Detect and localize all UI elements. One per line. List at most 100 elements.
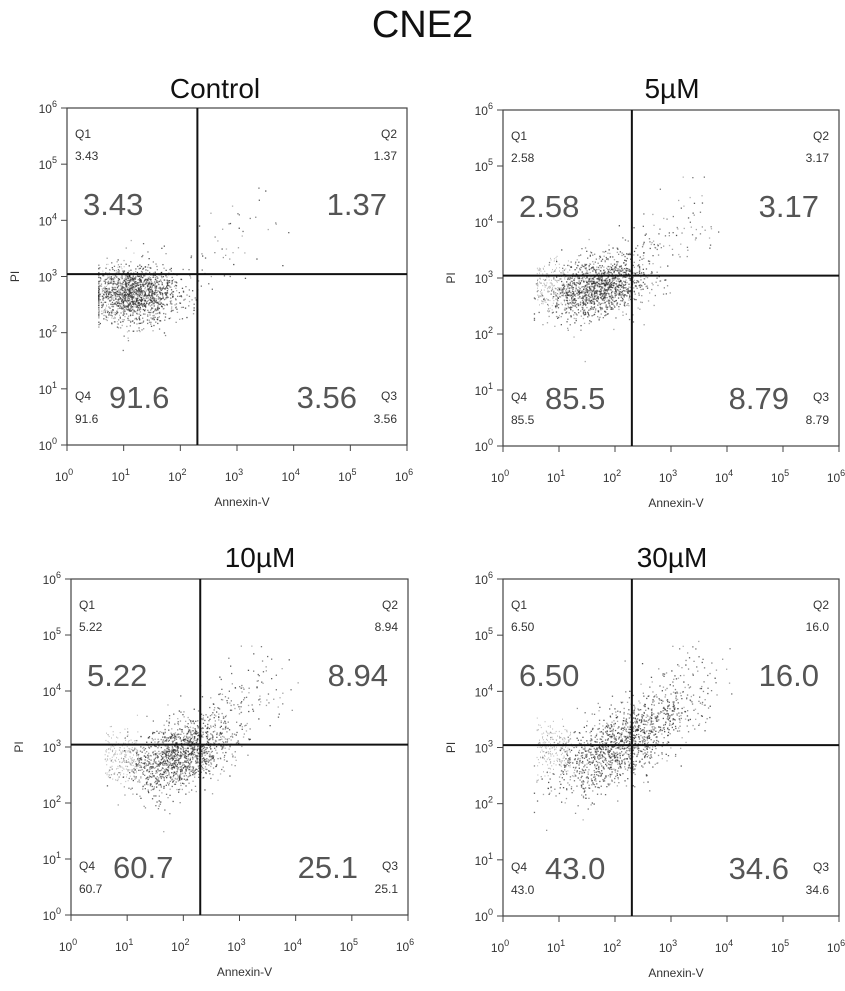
- scatter-point: [220, 739, 221, 740]
- scatter-point: [620, 304, 621, 305]
- scatter-point: [176, 282, 177, 283]
- q2-value-large: 1.37: [327, 187, 387, 222]
- scatter-point: [655, 295, 656, 296]
- scatter-point: [585, 268, 586, 269]
- scatter-point: [137, 297, 138, 298]
- scatter-point: [176, 760, 177, 761]
- scatter-point: [222, 248, 223, 249]
- scatter-point: [570, 309, 571, 310]
- scatter-point: [148, 289, 149, 290]
- scatter-point: [225, 696, 226, 697]
- scatter-point: [652, 255, 653, 256]
- scatter-point: [630, 271, 631, 272]
- scatter-point: [660, 280, 661, 281]
- scatter-point: [603, 317, 604, 318]
- scatter-point: [190, 731, 191, 732]
- scatter-point: [152, 786, 153, 787]
- scatter-point: [180, 695, 181, 696]
- scatter-point: [176, 322, 177, 323]
- scatter-point: [592, 266, 593, 267]
- scatter-point: [161, 792, 162, 793]
- scatter-point: [221, 689, 222, 690]
- scatter-point: [169, 759, 170, 760]
- scatter-point: [247, 755, 248, 756]
- scatter-point: [563, 284, 564, 285]
- scatter-point: [179, 764, 180, 765]
- scatter-point: [605, 261, 606, 262]
- scatter-point: [596, 267, 597, 268]
- scatter-point: [570, 294, 571, 295]
- scatter-point: [124, 280, 125, 281]
- scatter-point: [218, 714, 219, 715]
- scatter-point: [139, 308, 140, 309]
- scatter-point: [148, 312, 149, 313]
- scatter-point: [186, 317, 187, 318]
- scatter-point: [540, 291, 541, 292]
- scatter-point: [174, 281, 175, 282]
- scatter-point: [629, 296, 630, 297]
- scatter-point: [183, 748, 184, 749]
- scatter-point: [142, 772, 143, 773]
- scatter-point: [611, 289, 612, 290]
- scatter-point: [152, 297, 153, 298]
- scatter-point: [114, 321, 115, 322]
- y-tick-label: 101: [475, 381, 493, 398]
- scatter-point: [155, 301, 156, 302]
- scatter-point: [124, 289, 125, 290]
- scatter-point: [222, 728, 223, 729]
- scatter-point: [134, 281, 135, 282]
- scatter-point: [131, 305, 132, 306]
- scatter-point: [146, 751, 147, 752]
- scatter-point: [139, 265, 140, 266]
- scatter-point: [564, 265, 565, 266]
- scatter-point: [178, 760, 179, 761]
- scatter-point: [98, 265, 99, 266]
- scatter-point: [619, 281, 620, 282]
- scatter-point: [225, 726, 226, 727]
- scatter-point: [553, 296, 554, 297]
- scatter-point: [600, 307, 601, 308]
- scatter-point: [559, 315, 560, 316]
- scatter-point: [141, 288, 142, 289]
- scatter-point: [587, 289, 588, 290]
- scatter-point: [139, 319, 140, 320]
- scatter-point: [185, 286, 186, 287]
- scatter-point: [137, 294, 138, 295]
- scatter-point: [189, 753, 190, 754]
- scatter-point: [201, 718, 202, 719]
- scatter-point: [204, 720, 205, 721]
- scatter-point: [194, 752, 195, 753]
- scatter-point: [149, 759, 150, 760]
- scatter-point: [180, 771, 181, 772]
- scatter-point: [230, 736, 231, 737]
- scatter-point: [537, 282, 538, 283]
- scatter-point: [122, 321, 123, 322]
- scatter-point: [171, 749, 172, 750]
- scatter-point: [586, 264, 587, 265]
- scatter-point: [550, 300, 551, 301]
- scatter-point: [133, 290, 134, 291]
- scatter-point: [141, 762, 142, 763]
- scatter-point: [591, 295, 592, 296]
- scatter-point: [135, 295, 136, 296]
- scatter-point: [593, 264, 594, 265]
- scatter-point: [601, 303, 602, 304]
- scatter-point: [593, 277, 594, 278]
- scatter-point: [537, 290, 538, 291]
- scatter-point: [100, 323, 101, 324]
- scatter-point: [646, 268, 647, 269]
- scatter-point: [613, 329, 614, 330]
- scatter-point: [185, 785, 186, 786]
- scatter-point: [654, 247, 655, 248]
- scatter-point: [582, 305, 583, 306]
- scatter-point: [128, 296, 129, 297]
- scatter-point: [133, 278, 134, 279]
- scatter-point: [275, 222, 276, 223]
- scatter-point: [161, 769, 162, 770]
- scatter-point: [126, 289, 127, 290]
- scatter-point: [578, 298, 579, 299]
- scatter-point: [118, 290, 119, 291]
- scatter-point: [602, 299, 603, 300]
- scatter-point: [137, 781, 138, 782]
- scatter-point: [544, 271, 545, 272]
